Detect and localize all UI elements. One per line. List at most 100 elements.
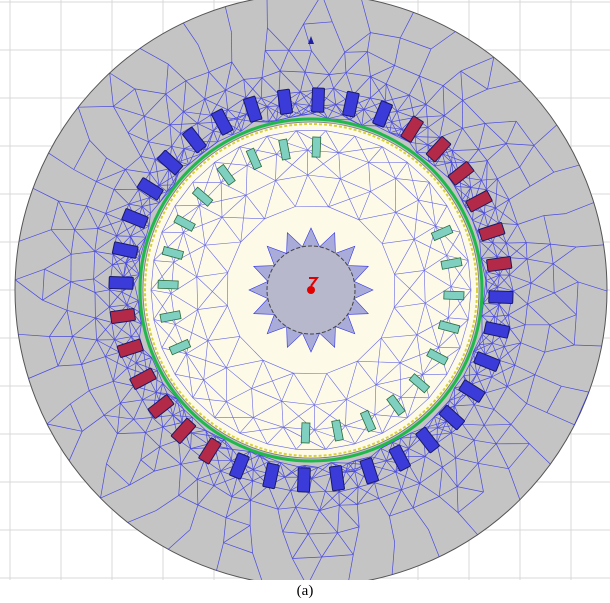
- mesh-edge: [73, 169, 97, 182]
- mesh-edge: [290, 490, 297, 508]
- mesh-edge: [127, 510, 157, 523]
- mesh-edge: [424, 270, 426, 304]
- mesh-edge: [183, 111, 211, 116]
- mesh-edge: [484, 212, 499, 224]
- mesh-edge: [175, 309, 198, 325]
- mesh-edge: [251, 388, 282, 402]
- mesh-edge: [526, 258, 532, 284]
- mesh-edge: [214, 401, 227, 418]
- mesh-edge: [148, 213, 151, 227]
- mesh-edge: [462, 123, 486, 129]
- mesh-edge: [279, 461, 299, 478]
- mesh-edge: [499, 359, 515, 366]
- mesh-edge: [338, 146, 383, 154]
- mesh-edge: [253, 120, 277, 122]
- mesh-viewport[interactable]: [0, 0, 610, 580]
- mesh-edge: [524, 303, 528, 325]
- mesh-edge: [152, 417, 164, 428]
- mesh-edge: [142, 202, 160, 207]
- stator-slot: [109, 308, 136, 324]
- mesh-edge: [232, 114, 247, 135]
- mesh-edge: [370, 97, 386, 102]
- mesh-edge: [251, 360, 264, 389]
- mesh-edge: [232, 119, 238, 135]
- mesh-edge: [105, 356, 114, 382]
- mesh-edge: [210, 90, 226, 116]
- mesh-edge: [529, 443, 551, 465]
- mesh-edge: [370, 65, 395, 77]
- mesh-edge: [368, 162, 371, 192]
- mesh-edge: [196, 276, 228, 306]
- mesh-edge: [151, 357, 158, 371]
- mesh-edge: [508, 275, 514, 291]
- mesh-edge: [106, 433, 118, 464]
- mesh-edge: [284, 466, 299, 478]
- mesh-edge: [66, 309, 96, 319]
- mesh-edge: [408, 464, 421, 484]
- mesh-edge: [416, 334, 439, 348]
- mesh-edge: [427, 127, 440, 138]
- mesh-edge: [497, 274, 500, 287]
- mesh-edge: [178, 153, 203, 163]
- stator-slot: [478, 222, 506, 242]
- mesh-edge: [375, 362, 401, 386]
- mesh-edge: [399, 362, 402, 398]
- mesh-edge: [260, 77, 263, 99]
- mesh-edge: [178, 148, 185, 162]
- mesh-edge: [419, 48, 432, 77]
- mesh-edge: [225, 517, 251, 526]
- mesh-edge: [93, 264, 113, 280]
- mesh-edge: [245, 165, 248, 196]
- airgap-ring: [138, 117, 484, 463]
- mesh-edge: [130, 225, 150, 237]
- mesh-edge: [460, 56, 494, 72]
- mesh-edge: [543, 215, 551, 245]
- mesh-edge: [86, 205, 99, 229]
- mesh-edge: [533, 124, 557, 146]
- mesh-edge: [425, 85, 444, 105]
- mesh-edge: [422, 416, 435, 429]
- mesh-edge: [247, 165, 276, 181]
- mesh-edge: [81, 339, 97, 365]
- stator-slot: [136, 177, 164, 201]
- mesh-edge: [295, 174, 308, 207]
- mesh-edge: [205, 430, 209, 445]
- mesh-edge: [401, 483, 420, 491]
- mesh-edge: [375, 384, 402, 398]
- mesh-edge: [159, 427, 164, 447]
- mesh-edge: [253, 417, 268, 445]
- mesh-edge: [363, 97, 371, 110]
- mesh-edge: [197, 123, 214, 132]
- mesh-edge: [543, 213, 566, 216]
- mesh-edge: [497, 286, 514, 292]
- mesh-edge: [206, 141, 218, 150]
- mesh-edge: [385, 94, 410, 102]
- mesh-edge: [208, 61, 232, 73]
- mesh-edge: [261, 98, 268, 107]
- mesh-edge: [127, 362, 137, 369]
- mesh-edge: [472, 219, 488, 227]
- mesh-edge: [314, 373, 327, 406]
- mesh-edge: [226, 388, 252, 402]
- mesh-edge: [358, 219, 383, 244]
- mesh-edge: [394, 270, 425, 275]
- mesh-edge: [459, 232, 469, 261]
- mesh-edge: [150, 260, 154, 291]
- mesh-edge: [264, 27, 268, 51]
- mesh-edge: [106, 157, 126, 170]
- mesh-edge: [131, 323, 142, 337]
- rotor-bar: [168, 338, 192, 356]
- mesh-edge: [311, 462, 332, 479]
- mesh-edge: [112, 264, 124, 278]
- mesh-edge: [182, 80, 187, 112]
- mesh-edge: [487, 207, 496, 227]
- mesh-edge: [495, 178, 498, 208]
- mesh-edge: [473, 404, 485, 426]
- mesh-edge: [141, 197, 150, 207]
- mesh-edge: [380, 448, 387, 461]
- mesh-edge: [162, 383, 178, 399]
- mesh-edge: [197, 478, 215, 487]
- mesh-edge: [94, 228, 99, 252]
- mesh-edge: [176, 398, 183, 423]
- mesh-edge: [213, 485, 233, 498]
